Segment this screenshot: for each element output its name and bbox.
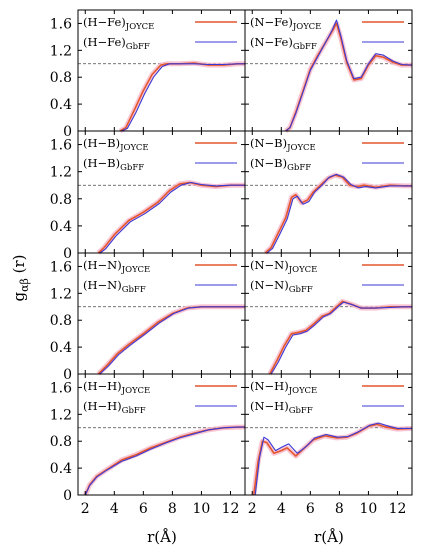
series-line-gbff <box>270 301 412 375</box>
series-line-gbff <box>84 426 245 496</box>
x-axis-title-left: r(Å) <box>147 528 177 546</box>
legend-label-joyce: (N−Fe)JOYCE <box>250 15 321 32</box>
legend-label-joyce: (N−H)JOYCE <box>250 379 317 396</box>
series-line-gbff <box>254 422 412 496</box>
x-tick-label: 2 <box>81 501 90 517</box>
x-tick-label: 6 <box>139 501 148 517</box>
y-tick-label: 1.2 <box>50 165 72 181</box>
series-line-gbff <box>285 19 413 132</box>
x-tick-label: 4 <box>277 501 286 517</box>
legend-label-gbff: (N−N)GbFF <box>250 278 313 295</box>
y-tick-label: 0.4 <box>50 219 72 235</box>
series-band-joyce <box>284 20 412 133</box>
legend-label-gbff: (H−B)GbFF <box>83 156 144 173</box>
series-band-joyce <box>82 424 245 496</box>
legend-label-joyce: (H−Fe)JOYCE <box>83 15 154 32</box>
panel-H-Fe: 0 0.4 0.8 1.2 1.6 (H−Fe)JOYCE (H−Fe)GbFF <box>50 9 246 140</box>
series-line-gbff <box>121 63 245 132</box>
y-tick-label: 0.8 <box>50 434 72 450</box>
series-line-joyce <box>264 174 412 254</box>
legend-label-joyce: (N−B)JOYCE <box>250 136 316 153</box>
legend-label-joyce: (N−N)JOYCE <box>250 258 317 275</box>
panel-N-Fe: (N−Fe)JOYCE (N−Fe)GbFF <box>244 9 413 133</box>
series-line-joyce <box>84 426 245 496</box>
series-band-joyce <box>118 60 245 134</box>
panel-N-H: 2 4 6 8 10 12 (N−H)JOYCE (N−H)GbFF <box>244 373 413 517</box>
x-tick-label: 12 <box>222 501 240 517</box>
x-tick-label: 4 <box>110 501 119 517</box>
legend-label-gbff: (H−H)GbFF <box>83 399 146 416</box>
y-axis-title: gαβ (r) <box>10 254 31 301</box>
series-line-joyce <box>119 62 245 132</box>
legend-label-gbff: (H−Fe)GbFF <box>83 35 150 52</box>
y-tick-label: 1.2 <box>50 286 72 302</box>
panel-frame <box>244 373 413 496</box>
panel-N-B: (N−B)JOYCE (N−B)GbFF <box>244 130 413 255</box>
y-tick-label: 0 <box>63 367 72 383</box>
x-tick-label: 10 <box>360 501 378 517</box>
y-tick-label: 1.6 <box>50 16 72 32</box>
panel-H-N: 0 0.4 0.8 1.2 1.6 (H−N)JOYCE (H−N)GbFF <box>50 252 246 383</box>
x-tick-label: 10 <box>193 501 211 517</box>
y-tick-label: 0 <box>63 488 72 504</box>
y-tick-label: 0 <box>63 124 72 140</box>
y-tick-label: 0.4 <box>50 461 72 477</box>
series-line-joyce <box>97 306 245 375</box>
x-tick-label: 8 <box>168 501 177 517</box>
panel-grid: 0 0.4 0.8 1.2 1.6 (H−Fe)JOYCE (H−Fe)GbFF (N−Fe)… <box>50 9 413 517</box>
legend-label-gbff: (N−B)GbFF <box>250 156 311 173</box>
legend-label-joyce: (H−B)JOYCE <box>83 136 149 153</box>
y-tick-label: 1.6 <box>50 380 72 396</box>
panel-H-B: 0 0.4 0.8 1.2 1.6 (H−B)JOYCE (H−B)GbFF <box>50 130 246 262</box>
y-tick-label: 0.4 <box>50 97 72 113</box>
y-tick-label: 1.2 <box>50 407 72 423</box>
legend-label-joyce: (H−H)JOYCE <box>83 379 150 396</box>
legend-label-gbff: (N−Fe)GbFF <box>250 35 317 52</box>
y-tick-label: 0.8 <box>50 192 72 208</box>
y-tick-label: 0.8 <box>50 313 72 329</box>
y-tick-label: 1.2 <box>50 43 72 59</box>
y-tick-label: 1.6 <box>50 138 72 154</box>
y-tick-label: 1.6 <box>50 259 72 275</box>
series-band-joyce <box>96 304 245 376</box>
series-band-joyce <box>251 421 413 496</box>
x-tick-label: 8 <box>335 501 344 517</box>
x-tick-label: 2 <box>248 501 257 517</box>
series-line-joyce <box>285 22 412 132</box>
y-tick-label: 0.4 <box>50 340 72 356</box>
y-tick-label: 0.8 <box>50 70 72 86</box>
x-axis-title-right: r(Å) <box>314 528 344 546</box>
panel-H-H: 0 0.4 0.8 1.2 1.6 2 4 6 8 10 12 (H−H)JOYCE (H−H)GbFF <box>50 373 246 517</box>
legend-label-gbff: (N−H)GbFF <box>250 399 313 416</box>
series-line-gbff <box>99 306 245 375</box>
series-line-gbff <box>266 173 412 254</box>
series-line-gbff <box>99 181 245 254</box>
x-tick-label: 6 <box>306 501 315 517</box>
series-line-joyce <box>97 181 245 254</box>
series-band-joyce <box>96 180 245 255</box>
legend-label-joyce: (H−N)JOYCE <box>83 258 150 275</box>
panel-N-N: (N−N)JOYCE (N−N)GbFF <box>244 252 413 376</box>
x-tick-label: 12 <box>389 501 407 517</box>
y-tick-label: 0 <box>63 246 72 262</box>
legend-label-gbff: (H−N)GbFF <box>83 278 146 295</box>
